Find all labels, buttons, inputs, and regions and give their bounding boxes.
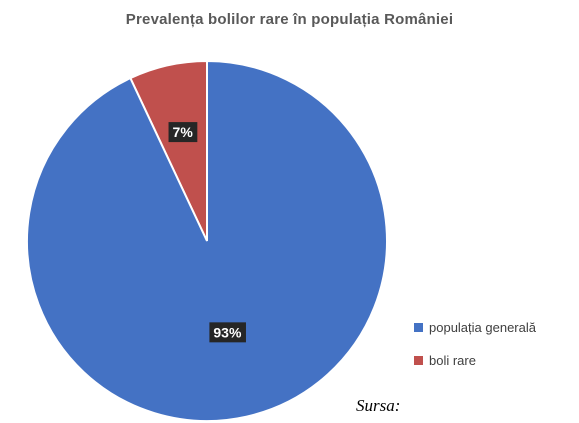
legend-label-boli-rare: boli rare [429, 352, 476, 368]
source-label: Sursa: [356, 396, 401, 415]
data-label-boli-rare: 7% [173, 124, 194, 140]
data-label-box-populația-generală [209, 322, 246, 343]
pie-slice-populația-generală [26, 59, 388, 422]
legend: populația generală boli rare [414, 317, 536, 383]
legend-swatch-boli-rare [414, 355, 423, 365]
legend-item-populatia-generala: populația generală [414, 317, 536, 337]
legend-item-boli-rare: boli rare [414, 350, 536, 370]
legend-label-populatia-generala: populația generală [429, 319, 536, 335]
legend-swatch-populatia-generala [414, 322, 423, 332]
chart-title: Prevalența bolilor rare în populația Rom… [125, 11, 454, 28]
data-label-box-boli-rare [168, 122, 198, 143]
data-label-populația-generală: 93% [213, 324, 242, 340]
